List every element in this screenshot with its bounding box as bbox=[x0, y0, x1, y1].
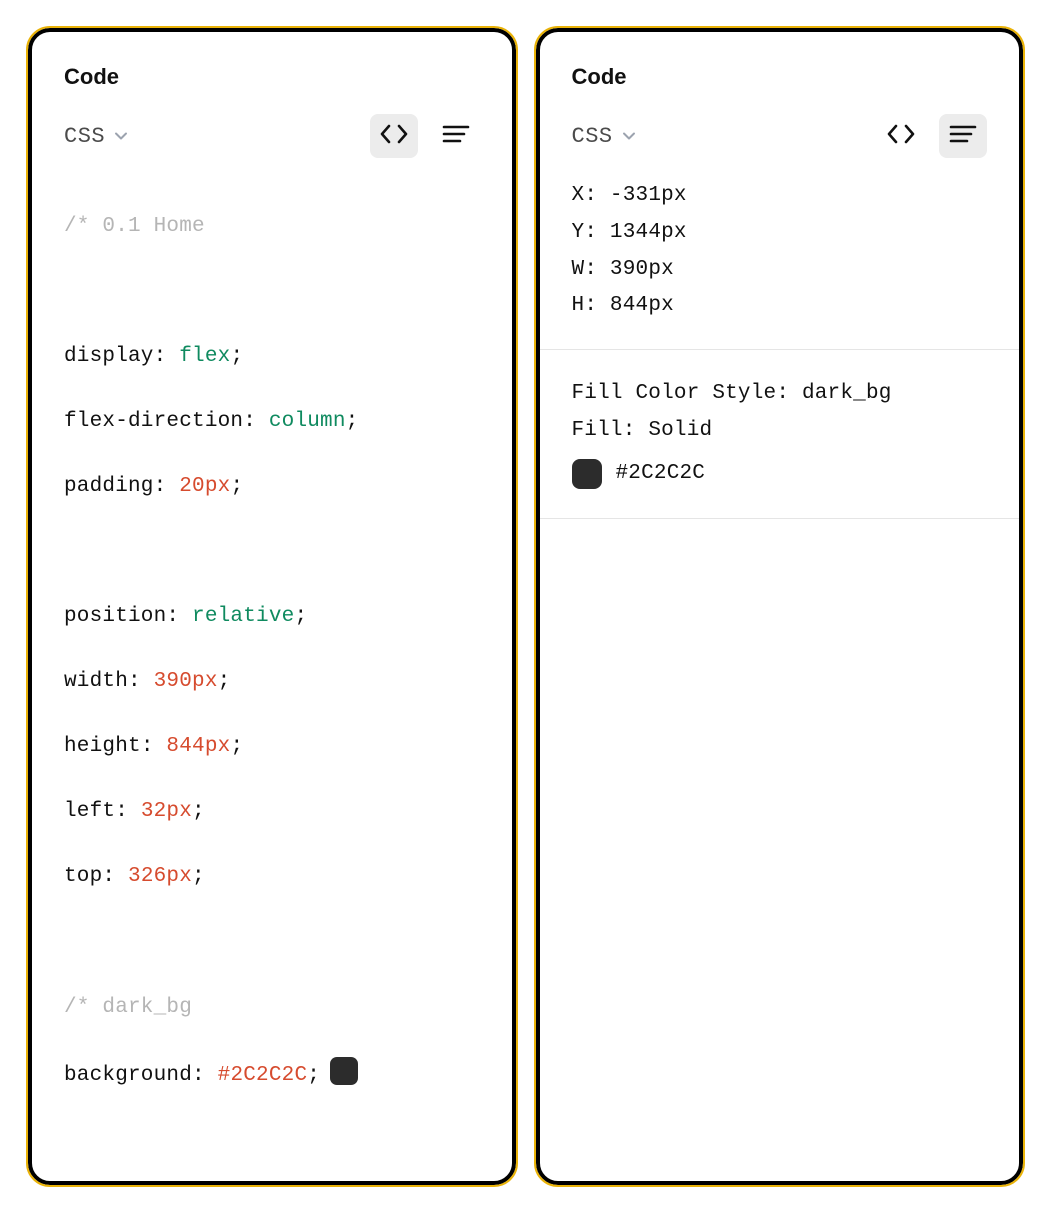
code-line: left: 32px; bbox=[64, 796, 480, 829]
panel-title: Code bbox=[572, 64, 988, 90]
code-comment: /* dark_bg bbox=[64, 992, 480, 1025]
panel-body: Code CSS /* bbox=[32, 32, 512, 1181]
panel-toolbar: CSS bbox=[64, 114, 480, 158]
list-icon bbox=[949, 123, 977, 150]
table-view-button[interactable] bbox=[939, 114, 987, 158]
language-select[interactable]: CSS bbox=[572, 124, 637, 149]
prop-row: W: 390px bbox=[572, 252, 988, 289]
view-toggle bbox=[370, 114, 480, 158]
chevron-down-icon bbox=[621, 128, 637, 144]
code-icon bbox=[379, 123, 409, 150]
fill-section: Fill Color Style: dark_bg Fill: Solid #2… bbox=[540, 350, 1020, 518]
color-swatch bbox=[572, 459, 602, 489]
code-line: background: #2C2C2C; bbox=[64, 1057, 480, 1093]
code-line bbox=[64, 536, 480, 569]
list-icon bbox=[442, 123, 470, 150]
prop-row: H: 844px bbox=[572, 288, 988, 325]
color-swatch bbox=[330, 1057, 358, 1085]
code-line bbox=[64, 276, 480, 309]
code-view-button[interactable] bbox=[370, 114, 418, 158]
code-line: position: relative; bbox=[64, 601, 480, 634]
fill-color-row: #2C2C2C bbox=[572, 456, 988, 493]
prop-row: Fill: Solid bbox=[572, 413, 988, 450]
panel-title: Code bbox=[64, 64, 480, 90]
view-toggle bbox=[877, 114, 987, 158]
code-icon bbox=[886, 123, 916, 150]
code-line: display: flex; bbox=[64, 341, 480, 374]
prop-row: Fill Color Style: dark_bg bbox=[572, 376, 988, 413]
code-line: top: 326px; bbox=[64, 861, 480, 894]
panel-body: Code CSS bbox=[540, 32, 1020, 349]
code-line: width: 390px; bbox=[64, 666, 480, 699]
code-comment: /* 0.1 Home bbox=[64, 211, 480, 244]
language-label: CSS bbox=[64, 124, 105, 149]
code-view-button[interactable] bbox=[877, 114, 925, 158]
code-line bbox=[64, 927, 480, 960]
code-panel-right: Code CSS bbox=[536, 28, 1024, 1185]
code-line: flex-direction: column; bbox=[64, 406, 480, 439]
table-view-button[interactable] bbox=[432, 114, 480, 158]
code-block: /* 0.1 Home display: flex; flex-directio… bbox=[64, 178, 480, 1157]
prop-row: Y: 1344px bbox=[572, 215, 988, 252]
fill-hex: #2C2C2C bbox=[616, 456, 706, 493]
code-line: height: 844px; bbox=[64, 731, 480, 764]
language-select[interactable]: CSS bbox=[64, 124, 129, 149]
prop-row: X: -331px bbox=[572, 178, 988, 215]
code-panel-left: Code CSS /* bbox=[28, 28, 516, 1185]
panel-toolbar: CSS bbox=[572, 114, 988, 158]
geometry-section: X: -331px Y: 1344px W: 390px H: 844px bbox=[572, 178, 988, 325]
code-line: padding: 20px; bbox=[64, 471, 480, 504]
section-divider bbox=[540, 518, 1020, 519]
chevron-down-icon bbox=[113, 128, 129, 144]
language-label: CSS bbox=[572, 124, 613, 149]
